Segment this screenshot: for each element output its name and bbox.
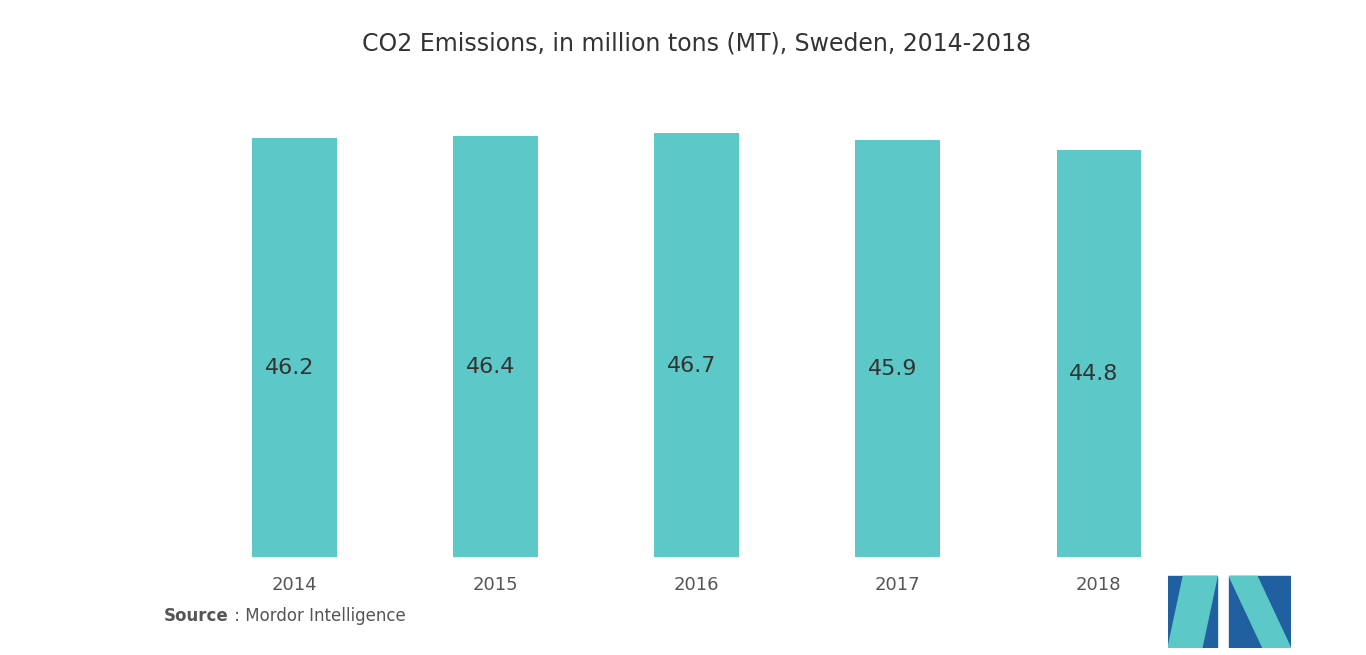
Text: 46.2: 46.2 <box>265 358 314 378</box>
Polygon shape <box>1229 576 1291 648</box>
Bar <box>253 138 337 557</box>
Polygon shape <box>1229 576 1291 648</box>
Text: Source: Source <box>164 607 228 625</box>
Bar <box>855 140 940 557</box>
Polygon shape <box>1168 576 1217 648</box>
Text: 45.9: 45.9 <box>869 360 918 379</box>
Text: 46.7: 46.7 <box>667 356 717 376</box>
Text: : Mordor Intelligence: : Mordor Intelligence <box>229 607 406 625</box>
Title: CO2 Emissions, in million tons (MT), Sweden, 2014-2018: CO2 Emissions, in million tons (MT), Swe… <box>362 31 1031 56</box>
Text: 46.4: 46.4 <box>466 358 515 377</box>
Bar <box>1056 151 1141 557</box>
Bar <box>654 133 739 557</box>
Polygon shape <box>1168 576 1217 648</box>
Text: 44.8: 44.8 <box>1070 364 1119 384</box>
Bar <box>454 136 538 557</box>
